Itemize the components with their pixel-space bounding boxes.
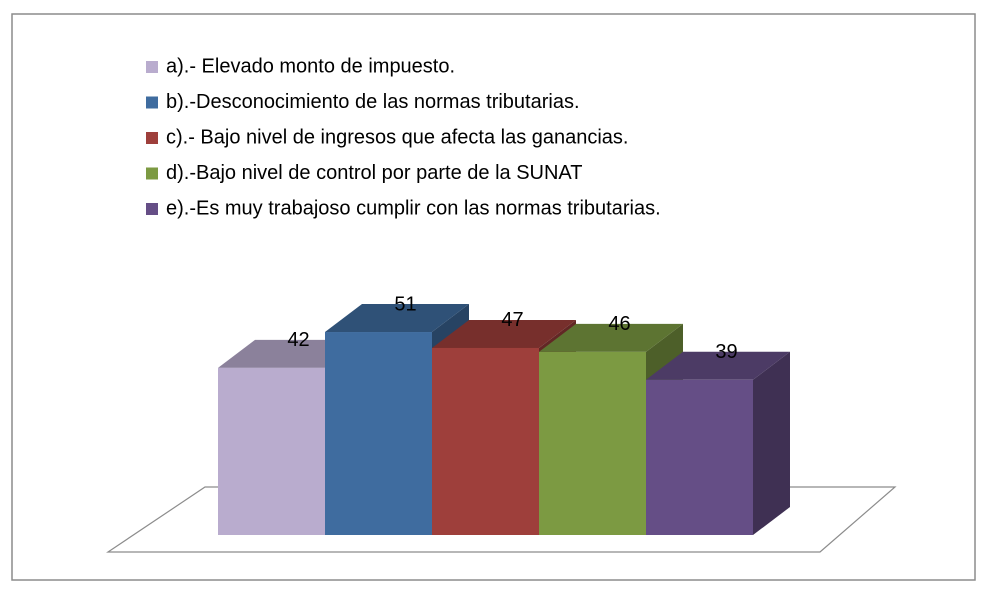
legend-swatch xyxy=(146,167,158,180)
bar xyxy=(218,367,325,535)
bar xyxy=(432,347,539,535)
legend-swatch xyxy=(146,61,158,73)
bar-top xyxy=(325,304,469,333)
bar-top xyxy=(646,351,790,380)
data-label: 42 xyxy=(287,329,309,351)
legend-swatch xyxy=(146,96,158,109)
data-label: 47 xyxy=(501,309,523,331)
legend-label: c).- Bajo nivel de ingresos que afecta l… xyxy=(166,126,629,148)
bar xyxy=(325,332,432,535)
legend-label: a).- Elevado monto de impuesto. xyxy=(166,55,455,77)
bar-side xyxy=(753,351,790,535)
legend-swatch xyxy=(146,203,158,215)
legend-label: b).-Desconocimiento de las normas tribut… xyxy=(166,91,580,113)
data-label: 46 xyxy=(608,313,630,335)
data-label: 51 xyxy=(394,293,416,315)
legend-label: e).-Es muy trabajoso cumplir con las nor… xyxy=(166,197,661,219)
legend-swatch xyxy=(146,132,158,144)
bar xyxy=(646,379,753,535)
legend-label: d).-Bajo nivel de control por parte de l… xyxy=(166,162,583,184)
bar xyxy=(539,351,646,535)
bar-top xyxy=(432,319,576,348)
bar-top xyxy=(539,323,683,352)
data-label: 39 xyxy=(715,341,737,363)
